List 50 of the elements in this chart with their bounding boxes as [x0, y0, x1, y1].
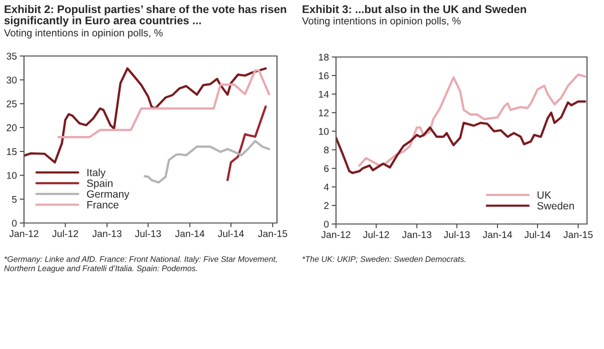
- line-series: [57, 69, 270, 138]
- x-tick-label: Jan-14: [482, 231, 512, 238]
- legend-label: France: [87, 201, 118, 208]
- y-tick-label: 18: [318, 54, 329, 61]
- y-tick-label: 20: [6, 124, 17, 132]
- y-tick-label: 16: [318, 72, 329, 80]
- y-tick-label: 25: [6, 100, 17, 108]
- text: *Germany: Linke and AfD. France: Front National. Italy: Five Star Movement, Northern League and Fratelli d’Italia. Spain: Podemos.: [4, 256, 277, 273]
- x-tick-label: Jul-14: [218, 230, 244, 238]
- chart-title: Exhibit 2: Populist parties’ share of the vote has risen significantly in Euro area countries ...: [4, 5, 286, 27]
- chart-title: Exhibit 3: ...but also in the UK and Sweden: [302, 5, 526, 14]
- y-tick-label: 4: [324, 184, 329, 190]
- line-series: [144, 140, 270, 184]
- x-tick-label: Jan-14: [175, 230, 204, 238]
- legend-label: Sweden: [537, 202, 574, 210]
- y-tick-label: 10: [6, 172, 17, 179]
- line-series: [358, 74, 586, 167]
- x-tick-label: Jan-13: [92, 230, 122, 238]
- x-tick-label: Jul-12: [52, 230, 78, 238]
- y-tick-label: 14: [318, 90, 329, 98]
- y-tick-label: 0: [324, 220, 329, 228]
- chart-subtitle: Voting intentions in opinion polls, %: [4, 29, 163, 38]
- legend-label: UK: [538, 191, 552, 199]
- line-series: [336, 100, 586, 174]
- y-tick-label: 35: [6, 52, 17, 60]
- y-tick-label: 2: [324, 202, 329, 209]
- x-tick-label: Jan-15: [258, 230, 288, 238]
- x-tick-label: Jul-13: [135, 230, 161, 238]
- legend-label: Italy: [87, 168, 106, 178]
- legend-label: Spain: [86, 179, 112, 189]
- y-tick-label: 15: [6, 148, 17, 156]
- x-tick-label: Jul-13: [444, 230, 470, 238]
- x-tick-label: Jan-13: [402, 231, 432, 238]
- y-tick-label: 10: [318, 128, 329, 135]
- line-series: [24, 67, 267, 164]
- x-tick-label: Jul-14: [524, 230, 550, 238]
- y-tick-label: 8: [324, 146, 329, 154]
- text: *The UK: UKIP; Sweden: Sweden Democrats.: [302, 256, 466, 263]
- x-tick-label: Jan-15: [563, 231, 593, 238]
- legend-label: Germany: [87, 190, 130, 200]
- y-tick-label: 6: [324, 165, 329, 172]
- chart-subtitle: Voting intentions in opinion polls, %: [302, 17, 461, 26]
- line-series: [226, 105, 267, 182]
- y-tick-label: 0: [12, 220, 17, 227]
- y-tick-label: 30: [6, 76, 17, 84]
- x-tick-label: Jan-12: [321, 231, 350, 238]
- x-tick-label: Jan-12: [9, 230, 38, 238]
- y-tick-label: 5: [12, 196, 17, 203]
- y-tick-label: 12: [318, 109, 329, 116]
- x-tick-label: Jul-12: [363, 230, 389, 238]
